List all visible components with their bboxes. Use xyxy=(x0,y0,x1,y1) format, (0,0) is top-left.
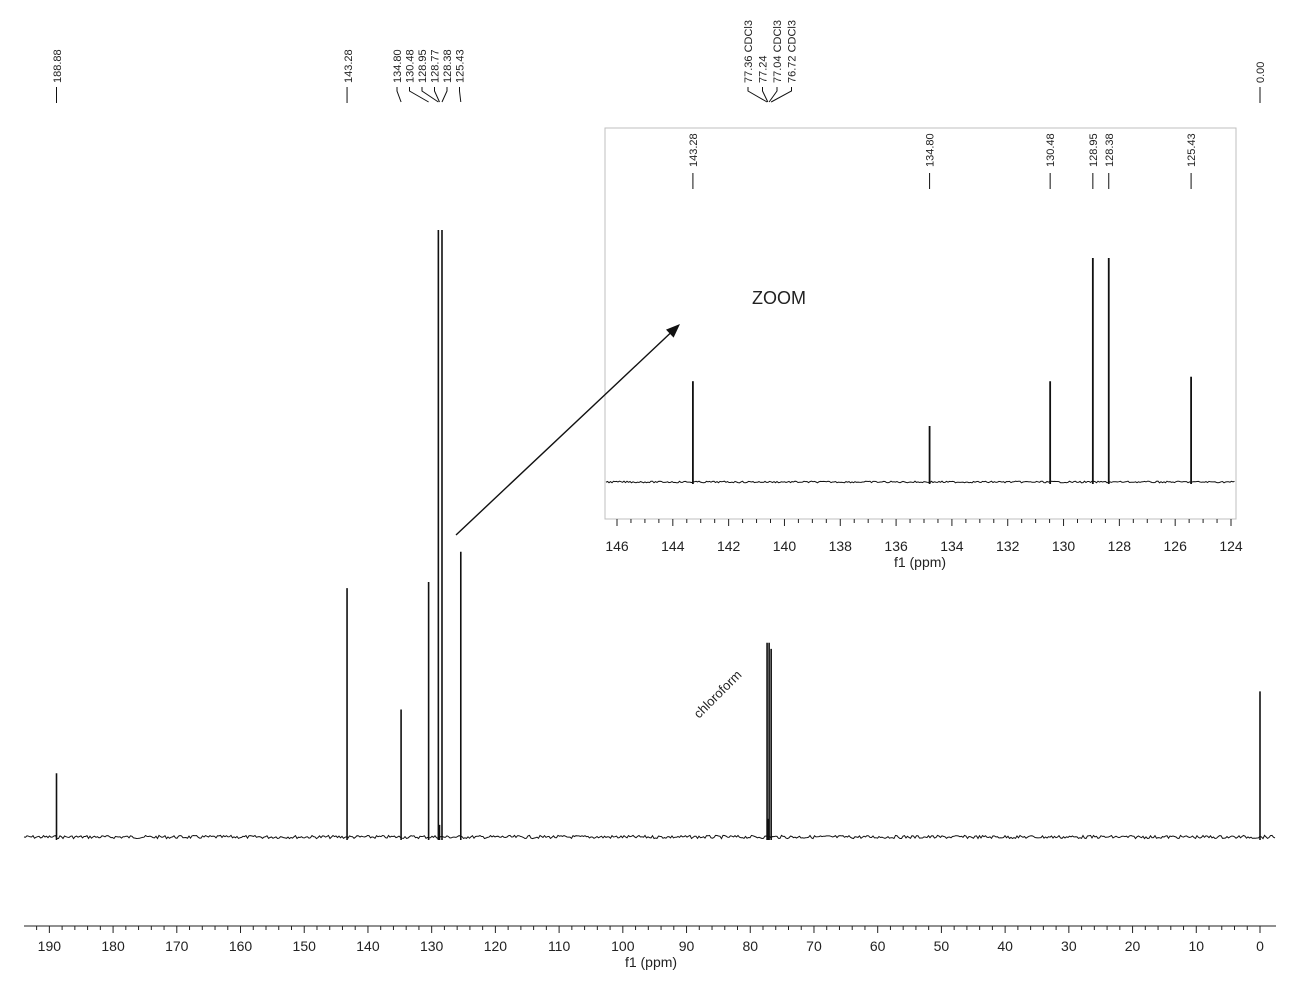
main-peak-label-connector xyxy=(747,87,768,103)
main-peak-label: 77.36 CDCl3 xyxy=(743,20,755,83)
main-x-tick-label: 110 xyxy=(548,938,571,954)
main-peak-label: 128.95 xyxy=(417,49,429,83)
main-x-tick-label: 150 xyxy=(293,938,317,954)
main-x-tick-label: 130 xyxy=(420,938,444,954)
inset-x-tick-label: 134 xyxy=(940,538,964,554)
inset-peak-label: 134.80 xyxy=(925,133,937,167)
main-x-tick-label: 0 xyxy=(1256,938,1264,954)
main-peak-label: 134.80 xyxy=(392,49,404,83)
main-peak-label: 143.28 xyxy=(343,49,355,83)
main-x-tick-label: 100 xyxy=(611,938,635,954)
inset-x-tick-label: 144 xyxy=(661,538,685,554)
chloroform-annotation: chloroform xyxy=(691,667,745,721)
inset-x-tick-label: 138 xyxy=(829,538,853,554)
main-peak-label: 130.48 xyxy=(405,49,417,83)
main-peak-label: 77.04 CDCl3 xyxy=(772,20,784,83)
main-x-tick-label: 80 xyxy=(742,938,758,954)
main-peak-label-connector xyxy=(441,87,448,103)
inset-peak-label: 130.48 xyxy=(1045,133,1057,167)
main-peak-label-connector xyxy=(396,87,402,103)
main-x-tick-label: 190 xyxy=(38,938,62,954)
main-peak-label: 77.24 xyxy=(758,55,770,83)
main-x-tick-label: 60 xyxy=(870,938,886,954)
main-x-axis-title: f1 (ppm) xyxy=(625,954,677,970)
main-peak-label-connector xyxy=(768,87,778,103)
main-x-tick-label: 120 xyxy=(484,938,508,954)
zoom-arrow-shaft xyxy=(455,331,672,536)
main-x-tick-label: 140 xyxy=(356,938,380,954)
main-peak-label: 0.00 xyxy=(1255,62,1267,83)
main-peak-label-connector xyxy=(459,87,462,103)
inset-x-tick-label: 128 xyxy=(1108,538,1132,554)
zoom-label: ZOOM xyxy=(752,288,806,308)
main-x-tick-label: 10 xyxy=(1188,938,1204,954)
main-x-tick-label: 70 xyxy=(806,938,822,954)
inset-x-tick-label: 136 xyxy=(884,538,908,554)
main-peak-label-connector xyxy=(770,87,792,103)
main-spectrum: 190 180 170 160 150 140 130 120 110 100 90 80 70 60 50… xyxy=(23,20,1276,970)
inset-x-tick-label: 146 xyxy=(605,538,629,554)
inset-x-tick-label: 140 xyxy=(773,538,797,554)
inset-baseline xyxy=(605,480,1235,484)
inset-x-tick-label: 142 xyxy=(717,538,741,554)
inset-x-tick-label: 130 xyxy=(1052,538,1076,554)
main-x-tick-label: 50 xyxy=(934,938,950,954)
inset-peak-label: 143.28 xyxy=(688,133,700,167)
zoom-arrow-head xyxy=(666,324,680,338)
zoom-inset: 146 144 142 140 138 136 134 132 130 128 126 124 f1 (… xyxy=(604,127,1243,570)
main-peak-label: 188.88 xyxy=(52,49,64,83)
inset-peak-label: 128.38 xyxy=(1104,133,1116,167)
main-x-tick-label: 90 xyxy=(679,938,695,954)
main-peak-label-connector xyxy=(409,87,429,103)
main-peak-label: 125.43 xyxy=(455,49,467,83)
main-peak-label-connector xyxy=(421,87,439,103)
inset-x-axis-title: f1 (ppm) xyxy=(894,554,946,570)
main-x-tick-label: 160 xyxy=(229,938,253,954)
main-peak-label-connector xyxy=(434,87,440,103)
inset-x-tick-label: 126 xyxy=(1164,538,1188,554)
inset-frame xyxy=(604,127,1237,520)
main-x-tick-label: 40 xyxy=(997,938,1013,954)
main-x-tick-label: 20 xyxy=(1125,938,1141,954)
main-peak-label: 128.38 xyxy=(442,49,454,83)
inset-peak-label: 125.43 xyxy=(1186,133,1198,167)
main-x-tick-label: 180 xyxy=(101,938,125,954)
main-baseline xyxy=(23,834,1276,840)
inset-x-tick-label: 124 xyxy=(1219,538,1243,554)
main-peak-label: 76.72 CDCl3 xyxy=(787,20,799,83)
main-peak-label-connector xyxy=(762,87,769,103)
inset-peak-label: 128.95 xyxy=(1088,133,1100,167)
inset-x-tick-label: 132 xyxy=(996,538,1020,554)
main-x-tick-label: 170 xyxy=(165,938,189,954)
zoom-arrow xyxy=(455,324,680,536)
main-x-tick-label: 30 xyxy=(1061,938,1077,954)
main-peak-label: 128.77 xyxy=(430,49,442,83)
